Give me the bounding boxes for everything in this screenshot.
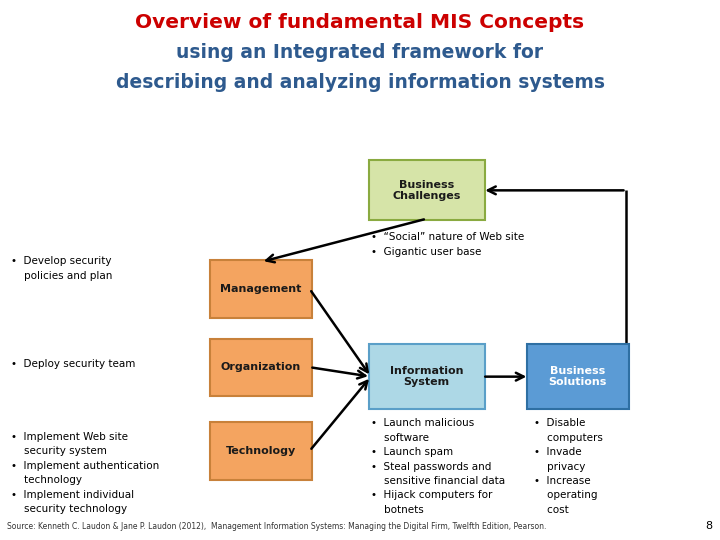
Text: •  “Social” nature of Web site
•  Gigantic user base: • “Social” nature of Web site • Gigantic… — [371, 232, 524, 256]
Text: Information
System: Information System — [390, 366, 464, 388]
Text: •  Deploy security team: • Deploy security team — [11, 359, 135, 369]
FancyBboxPatch shape — [369, 344, 485, 409]
Text: Management: Management — [220, 284, 302, 294]
Text: Organization: Organization — [221, 362, 301, 372]
Text: Overview of fundamental MIS Concepts: Overview of fundamental MIS Concepts — [135, 14, 585, 32]
Text: Business
Challenges: Business Challenges — [392, 179, 461, 201]
FancyBboxPatch shape — [369, 160, 485, 220]
Text: •  Develop security
    policies and plan: • Develop security policies and plan — [11, 256, 112, 281]
Text: Business
Solutions: Business Solutions — [549, 366, 607, 388]
Text: Source: Kenneth C. Laudon & Jane P. Laudon (2012),  Management Information Syste: Source: Kenneth C. Laudon & Jane P. Laud… — [7, 522, 546, 531]
Text: describing and analyzing information systems: describing and analyzing information sys… — [115, 73, 605, 92]
FancyBboxPatch shape — [210, 422, 312, 480]
FancyBboxPatch shape — [527, 344, 629, 409]
Text: using an Integrated framework for: using an Integrated framework for — [176, 43, 544, 62]
FancyBboxPatch shape — [210, 339, 312, 396]
FancyBboxPatch shape — [210, 260, 312, 318]
Text: •  Disable
    computers
•  Invade
    privacy
•  Increase
    operating
    cos: • Disable computers • Invade privacy • I… — [534, 418, 603, 515]
Text: 8: 8 — [706, 521, 713, 531]
Text: •  Implement Web site
    security system
•  Implement authentication
    techno: • Implement Web site security system • I… — [11, 432, 159, 514]
Text: •  Launch malicious
    software
•  Launch spam
•  Steal passwords and
    sensi: • Launch malicious software • Launch spa… — [371, 418, 505, 515]
Text: Technology: Technology — [226, 446, 296, 456]
